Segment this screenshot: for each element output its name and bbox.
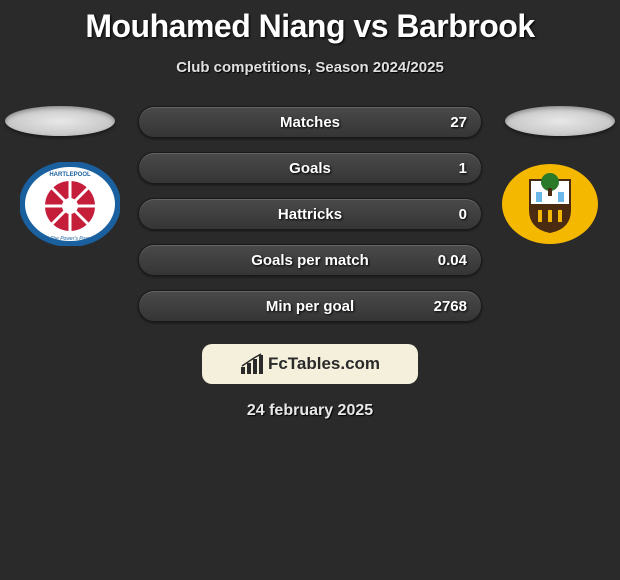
svg-text:HARTLEPOOL: HARTLEPOOL [49,172,91,178]
sutton-badge-icon [500,162,600,246]
page-title: Mouhamed Niang vs Barbrook [0,0,620,45]
fctables-logo: FcTables.com [202,344,418,384]
logo-text: FcTables.com [268,354,380,374]
stat-value-right: 0 [459,206,467,223]
stat-value-right: 1 [459,160,467,177]
comparison-content: HARTLEPOOL The Power's Pure Matches 27 G… [0,106,620,420]
stat-row: Matches 27 [138,106,482,138]
stat-row: Hattricks 0 [138,198,482,230]
date-line: 24 february 2025 [0,402,620,420]
player-avatar-right [505,106,615,136]
stat-label: Goals [289,160,331,177]
stat-value-right: 27 [450,114,467,131]
stat-label: Hattricks [278,206,342,223]
stat-row: Goals per match 0.04 [138,244,482,276]
stat-label: Goals per match [251,252,369,269]
svg-text:The Power's Pure: The Power's Pure [50,236,90,242]
stat-value-right: 0.04 [438,252,467,269]
stat-value-right: 2768 [434,298,467,315]
hartlepool-badge-icon: HARTLEPOOL The Power's Pure [20,162,120,246]
club-badge-right [500,162,600,246]
chart-icon [240,353,264,375]
club-badge-left: HARTLEPOOL The Power's Pure [20,162,120,246]
stat-row: Goals 1 [138,152,482,184]
stat-rows: Matches 27 Goals 1 Hattricks 0 Goals per… [138,106,482,322]
stat-label: Min per goal [266,298,354,315]
player-avatar-left [5,106,115,136]
stat-row: Min per goal 2768 [138,290,482,322]
stat-label: Matches [280,114,340,131]
subtitle: Club competitions, Season 2024/2025 [0,59,620,76]
